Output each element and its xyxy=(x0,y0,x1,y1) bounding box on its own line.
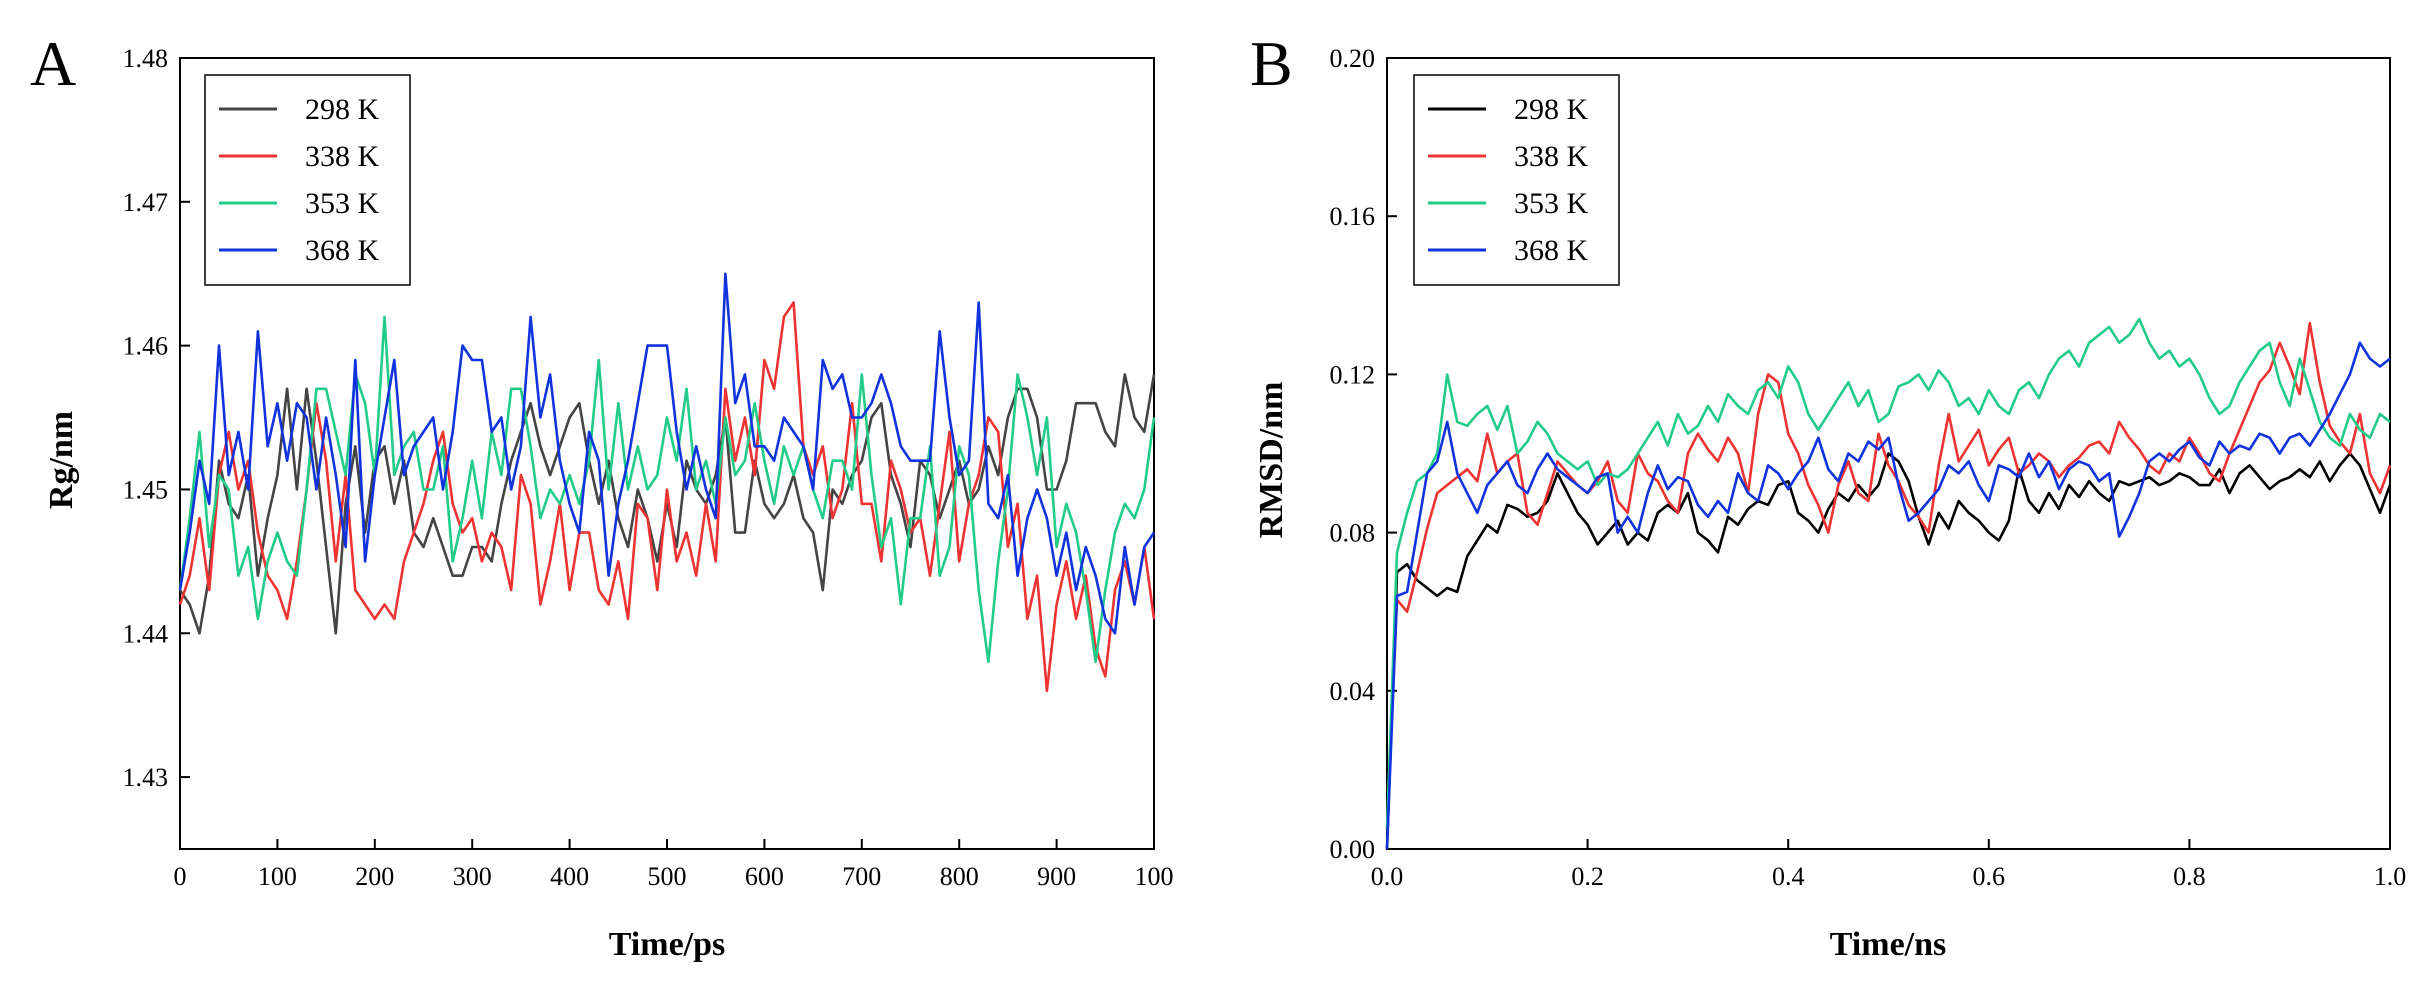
panel-label-b: B xyxy=(1250,28,1293,99)
y-tick-label-b: 0.00 xyxy=(1330,835,1376,864)
y-tick-label-b: 0.12 xyxy=(1330,360,1376,389)
legend-label-a: 368 K xyxy=(305,234,380,267)
x-tick-label-a: 0 xyxy=(174,862,187,891)
x-tick-label-a: 600 xyxy=(745,862,784,891)
x-tick-label-a: 100 xyxy=(1135,862,1174,891)
x-tick-label-a: 700 xyxy=(842,862,881,891)
y-tick-label-b: 0.04 xyxy=(1330,677,1376,706)
legend-b: 298 K 338 K 353 K 368 K xyxy=(1413,74,1620,286)
panel-label-a: A xyxy=(30,28,76,99)
x-axis-title-b: Time/ns xyxy=(1830,926,1947,963)
ticks-b: 0.0 0.2 0.4 0.6 0.8 1.0 0.00 0.04 0.08 0.12 0.16 0.… xyxy=(1330,44,2407,891)
x-tick-label-a: 100 xyxy=(258,862,297,891)
x-tick-label-a: 500 xyxy=(648,862,687,891)
plot-frame-b xyxy=(1386,57,2391,850)
y-axis-title-b: RMSD/nm xyxy=(1253,382,1290,539)
series-group-b xyxy=(1385,317,2392,850)
y-axis-title-a: Rg/nm xyxy=(43,411,80,509)
x-tick-label-a: 800 xyxy=(940,862,979,891)
series-line-298k-b xyxy=(1385,452,2392,850)
series-line-298k-a xyxy=(178,373,1156,635)
series-line-338k-b xyxy=(1385,321,2392,830)
y-tick-label-a: 1.47 xyxy=(123,188,169,217)
x-tick-label-a: 200 xyxy=(355,862,394,891)
panel-b: B 0.0 0.2 0.4 0.6 0.8 1.0 0.00 0.04 0.08 0.12 0.16… xyxy=(1250,28,2406,963)
legend-label-b: 353 K xyxy=(1514,187,1589,220)
x-tick-label-b: 0.0 xyxy=(1371,862,1404,891)
series-group-a xyxy=(178,272,1156,693)
y-tick-label-a: 1.48 xyxy=(123,44,169,73)
series-line-353k-b xyxy=(1385,317,2391,830)
panel-a: A 0 100 200 300 400 500 600 700 800 900 100 1.43 1.4… xyxy=(30,28,1174,963)
x-tick-label-a: 900 xyxy=(1037,862,1076,891)
x-tick-label-b: 1.0 xyxy=(2374,862,2407,891)
ticks-a: 0 100 200 300 400 500 600 700 800 900 100 1.43 1.44 1… xyxy=(123,44,1174,891)
y-tick-label-a: 1.44 xyxy=(123,619,169,648)
legend-label-a: 298 K xyxy=(305,93,380,126)
y-tick-label-b: 0.08 xyxy=(1330,519,1376,548)
y-tick-label-a: 1.45 xyxy=(123,475,169,504)
legend-label-a: 353 K xyxy=(305,187,380,220)
series-line-353k-a xyxy=(178,315,1156,664)
x-tick-label-b: 0.6 xyxy=(1973,862,2006,891)
x-tick-label-b: 0.4 xyxy=(1772,862,1805,891)
legend-label-b: 298 K xyxy=(1514,93,1589,126)
y-tick-label-a: 1.43 xyxy=(123,763,169,792)
legend-label-a: 338 K xyxy=(305,140,380,173)
series-line-368k-b xyxy=(1385,341,2391,850)
x-tick-label-a: 300 xyxy=(453,862,492,891)
x-tick-label-b: 0.8 xyxy=(2173,862,2206,891)
series-line-338k-a xyxy=(178,301,1156,693)
legend-a: 298 K 338 K 353 K 368 K xyxy=(204,74,411,286)
x-tick-label-b: 0.2 xyxy=(1571,862,1604,891)
legend-label-b: 368 K xyxy=(1514,234,1589,267)
x-axis-title-a: Time/ps xyxy=(609,926,726,963)
series-line-368k-a xyxy=(178,272,1156,635)
y-tick-label-a: 1.46 xyxy=(123,332,169,361)
y-tick-label-b: 0.20 xyxy=(1330,44,1376,73)
legend-label-b: 338 K xyxy=(1514,140,1589,173)
y-tick-label-b: 0.16 xyxy=(1330,202,1376,231)
x-tick-label-a: 400 xyxy=(550,862,589,891)
